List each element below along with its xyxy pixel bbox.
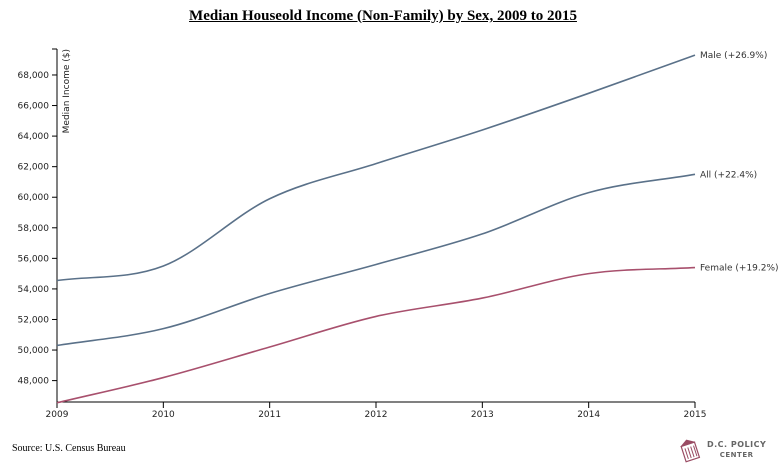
series-labels: Male (+26.9%) All (+22.4%) Female (+19.2%) xyxy=(700,51,779,273)
dc-policy-center-logo: D.C. POLICY CENTER xyxy=(676,437,771,467)
y-axis: 48,000 50,000 52,000 54,000 56,000 58,000 60,0… xyxy=(18,48,58,402)
series-label-all: All (+22.4%) xyxy=(700,170,757,180)
x-tick-label: 2012 xyxy=(365,410,388,420)
y-tick-label: 48,000 xyxy=(18,377,50,387)
y-tick-label: 54,000 xyxy=(18,285,50,295)
source-note: Source: U.S. Census Bureau xyxy=(12,443,126,454)
series-lines xyxy=(56,54,696,404)
x-tick-label: 2011 xyxy=(258,410,281,420)
y-tick-label: 56,000 xyxy=(18,254,50,264)
y-tick-label: 58,000 xyxy=(18,224,50,234)
y-tick-label: 68,000 xyxy=(18,71,50,81)
capitol-logo-icon xyxy=(680,439,701,463)
y-tick-label: 62,000 xyxy=(18,163,50,173)
x-tick-label: 2015 xyxy=(684,410,707,420)
chart-title: Median Houseold Income (Non-Family) by S… xyxy=(189,8,577,24)
y-tick-label: 50,000 xyxy=(18,346,50,356)
y-axis-label: Median Income ($) xyxy=(62,49,72,133)
x-tick-label: 2010 xyxy=(152,410,175,420)
series-line-all xyxy=(56,173,696,347)
logo-line-1: D.C. POLICY xyxy=(707,440,767,449)
y-tick-label: 52,000 xyxy=(18,315,50,325)
x-tick-label: 2013 xyxy=(471,410,494,420)
series-line-male xyxy=(56,54,696,282)
x-tick-label: 2009 xyxy=(46,410,69,420)
y-tick-label: 64,000 xyxy=(18,132,50,142)
y-tick-label: 60,000 xyxy=(18,193,50,203)
series-label-male: Male (+26.9%) xyxy=(700,51,767,61)
logo-line-2: CENTER xyxy=(719,451,754,459)
x-tick-label: 2014 xyxy=(577,410,600,420)
y-tick-label: 66,000 xyxy=(18,102,50,112)
series-line-female xyxy=(56,266,696,404)
series-label-female: Female (+19.2%) xyxy=(700,264,779,274)
x-axis: 2009 2010 2011 2012 2013 2014 2015 xyxy=(46,401,707,420)
